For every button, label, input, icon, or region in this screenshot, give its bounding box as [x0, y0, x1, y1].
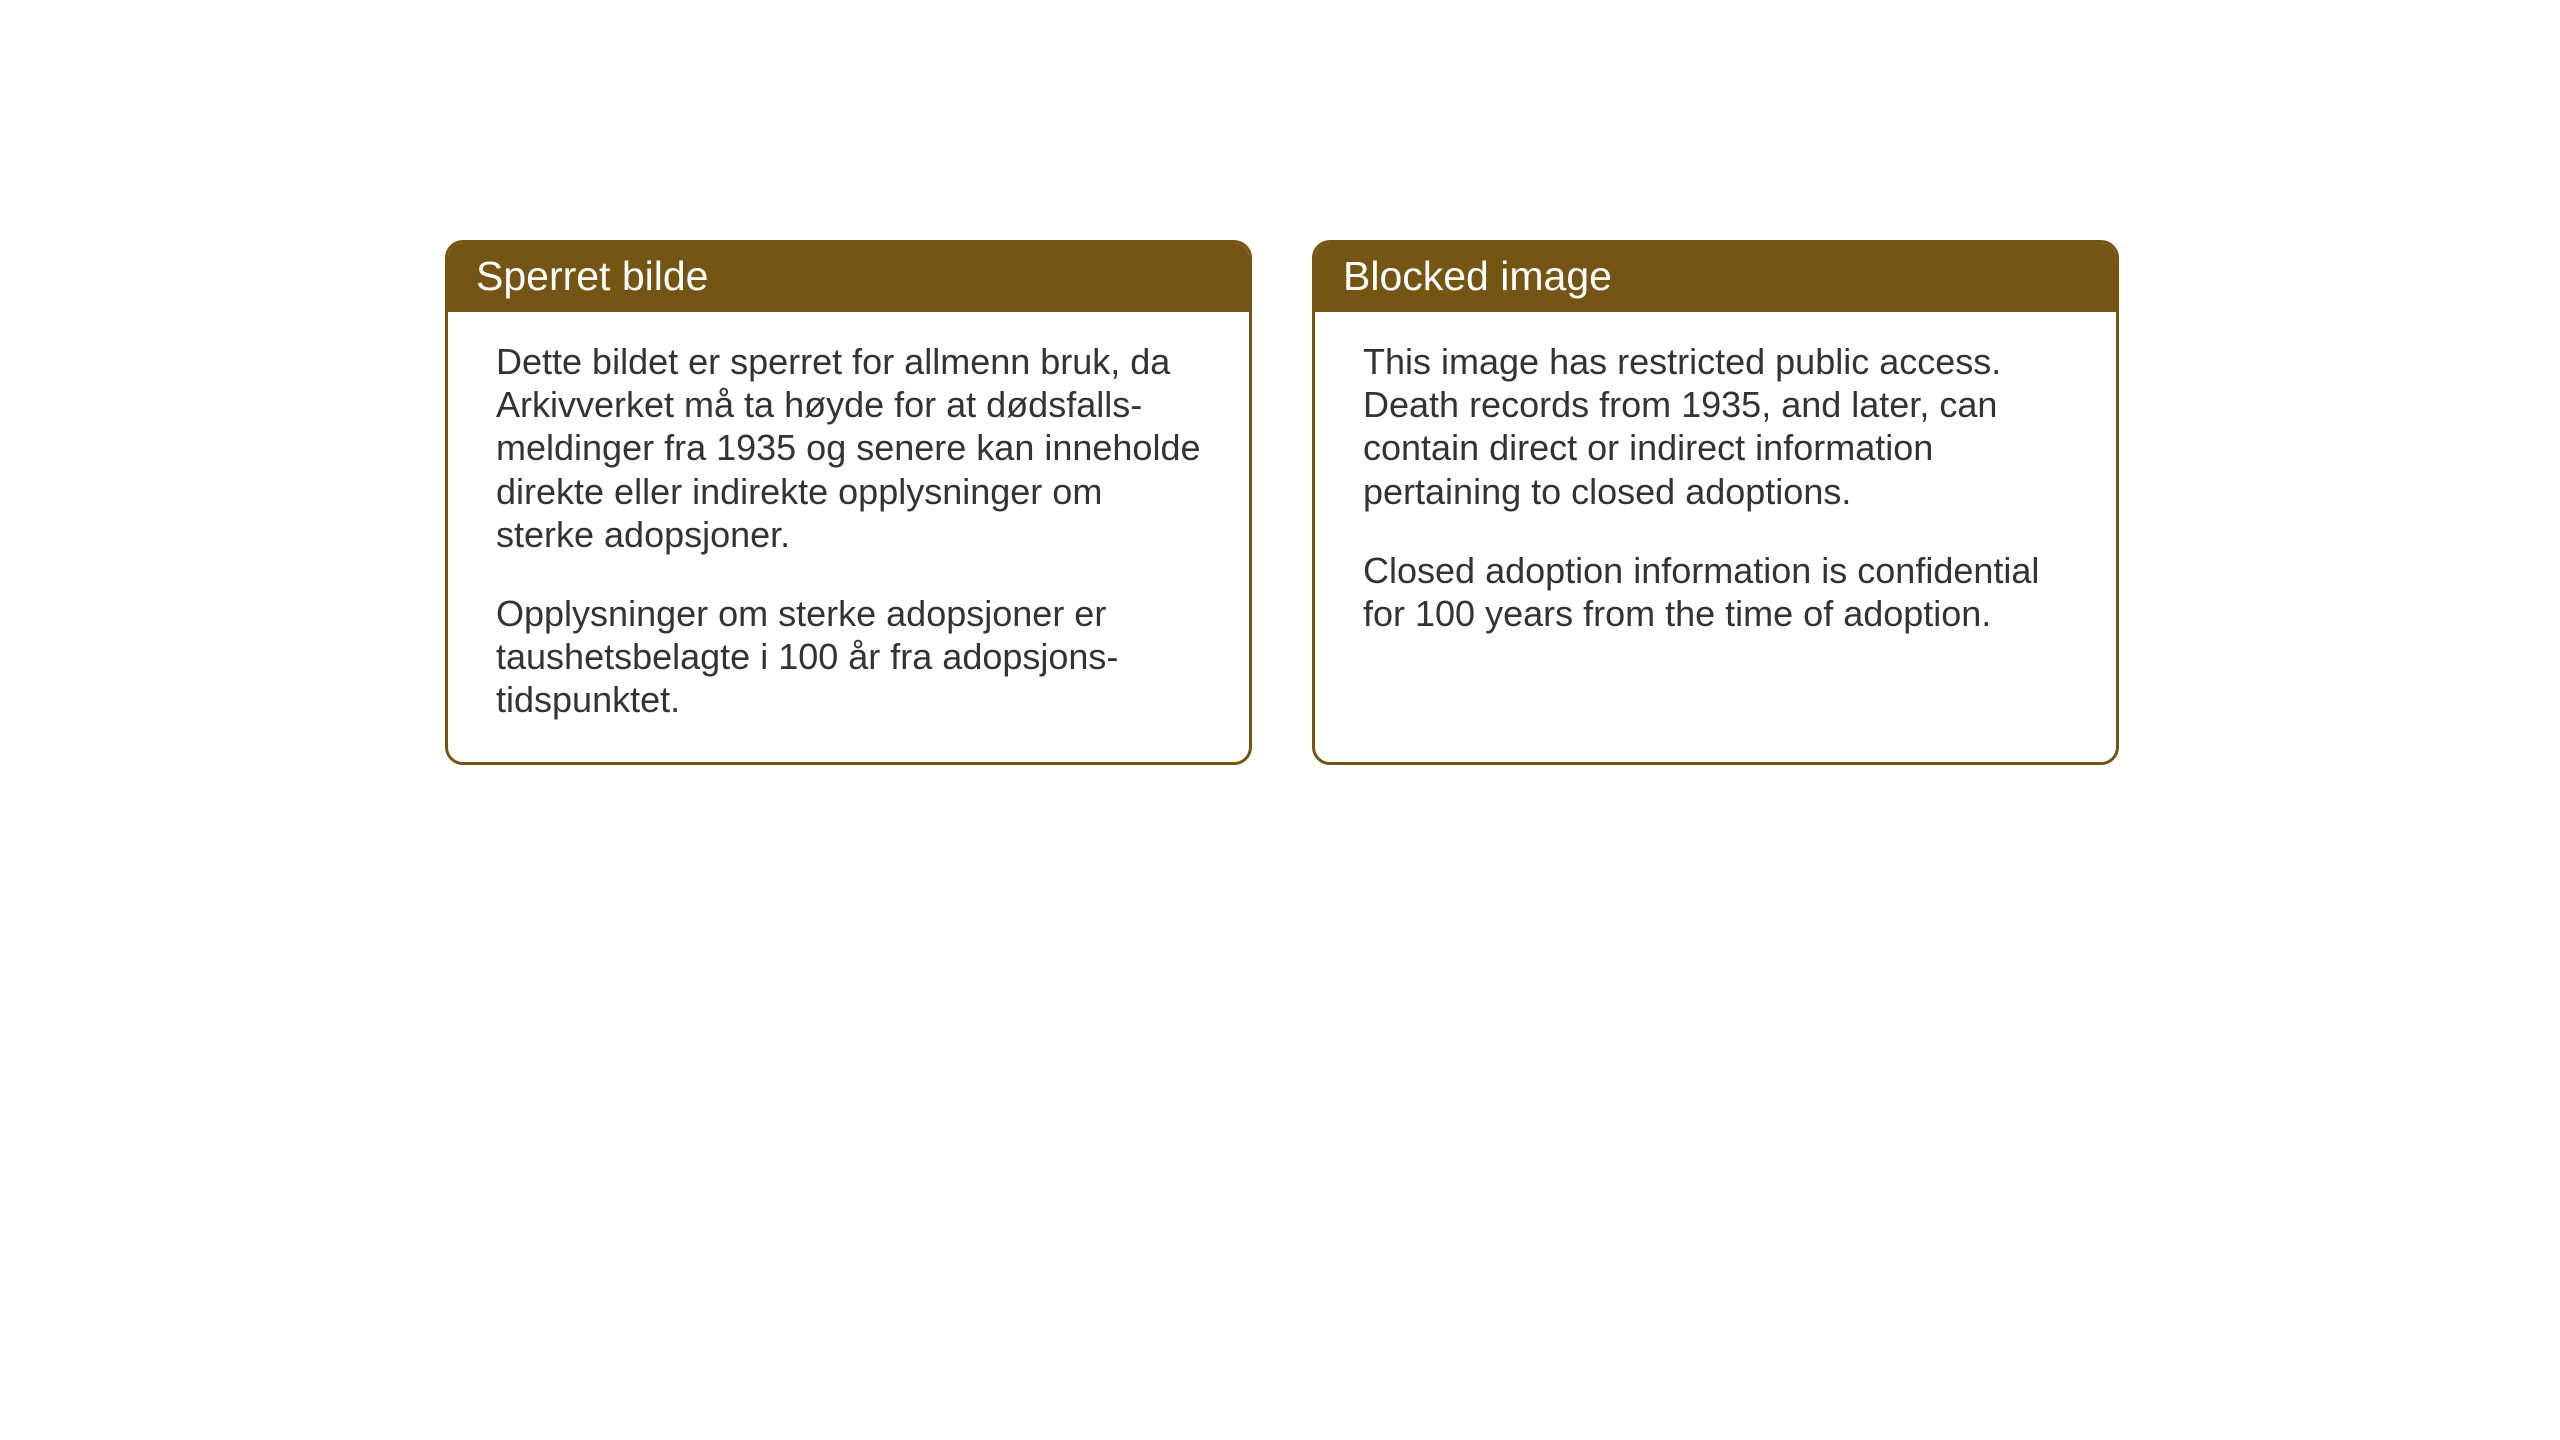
- card-paragraph-no-1: Dette bildet er sperret for allmenn bruk…: [496, 340, 1201, 556]
- card-header-no: Sperret bilde: [448, 243, 1249, 312]
- card-title-en: Blocked image: [1343, 253, 1612, 299]
- card-header-en: Blocked image: [1315, 243, 2116, 312]
- notice-card-norwegian: Sperret bilde Dette bildet er sperret fo…: [445, 240, 1252, 765]
- card-title-no: Sperret bilde: [476, 253, 708, 299]
- card-body-no: Dette bildet er sperret for allmenn bruk…: [448, 312, 1249, 762]
- card-paragraph-en-2: Closed adoption information is confident…: [1363, 549, 2068, 635]
- card-body-en: This image has restricted public access.…: [1315, 312, 2116, 675]
- notice-container: Sperret bilde Dette bildet er sperret fo…: [445, 240, 2119, 765]
- card-paragraph-en-1: This image has restricted public access.…: [1363, 340, 2068, 513]
- card-paragraph-no-2: Opplysninger om sterke adopsjoner er tau…: [496, 592, 1201, 722]
- notice-card-english: Blocked image This image has restricted …: [1312, 240, 2119, 765]
